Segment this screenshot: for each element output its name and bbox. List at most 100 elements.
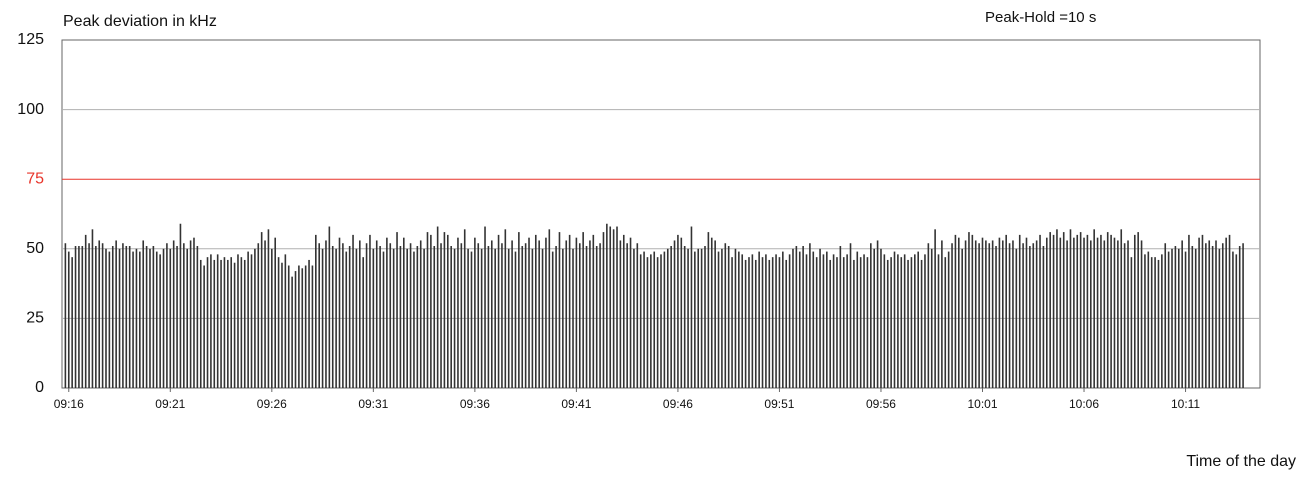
bar	[897, 254, 899, 388]
bar	[951, 243, 953, 388]
bar	[1235, 254, 1238, 388]
bar	[460, 243, 463, 388]
bar	[220, 259, 222, 388]
bar	[372, 248, 375, 388]
bar	[599, 243, 601, 388]
bar	[1194, 248, 1197, 388]
bar	[1005, 234, 1007, 388]
y-tick-label: 100	[17, 101, 44, 118]
bar	[206, 257, 209, 388]
bar	[1069, 229, 1072, 388]
bar	[1157, 259, 1160, 388]
bar	[690, 226, 693, 388]
bar	[389, 243, 392, 388]
bar	[934, 229, 936, 388]
bar	[653, 251, 656, 388]
bar	[91, 229, 94, 388]
y-tick-label: 50	[26, 240, 44, 257]
bar	[991, 240, 994, 388]
bar	[724, 243, 727, 388]
bar	[660, 254, 662, 388]
bar	[345, 251, 348, 388]
bar	[761, 257, 764, 388]
bar	[1015, 248, 1018, 388]
bar	[287, 265, 290, 388]
bar	[815, 257, 818, 388]
bar	[440, 243, 442, 388]
bar	[1042, 246, 1045, 388]
bar	[751, 254, 754, 388]
bar	[128, 246, 131, 388]
x-tick-label: 09:36	[460, 397, 490, 411]
bar	[1238, 246, 1241, 388]
bar	[362, 257, 364, 388]
bar	[548, 229, 551, 388]
bar	[423, 248, 425, 388]
bar	[453, 248, 456, 388]
x-tick-label: 10:01	[967, 397, 997, 411]
bar	[710, 237, 713, 388]
bar	[988, 243, 991, 388]
bar	[558, 232, 561, 388]
bar	[277, 257, 280, 388]
bar	[565, 240, 568, 388]
bar	[233, 262, 236, 388]
bar	[1117, 240, 1119, 388]
bar	[308, 259, 310, 388]
bar	[731, 257, 733, 388]
bar	[1205, 243, 1207, 388]
bar	[1110, 234, 1112, 388]
bar	[419, 240, 422, 388]
bar	[809, 243, 811, 388]
bar	[1096, 237, 1099, 388]
bar	[142, 240, 145, 388]
bar	[159, 254, 161, 388]
bar	[1120, 229, 1123, 388]
bar	[680, 237, 683, 388]
bar	[666, 248, 669, 388]
x-tick-label: 09:21	[155, 397, 185, 411]
bar	[375, 240, 378, 388]
bar	[183, 243, 185, 388]
bar	[352, 234, 354, 388]
bar	[714, 240, 716, 388]
bar	[416, 246, 419, 388]
bar	[595, 246, 598, 388]
bar	[1035, 240, 1038, 388]
bar	[511, 240, 513, 388]
bar	[582, 232, 584, 388]
bar	[524, 243, 527, 388]
bar	[1045, 237, 1048, 388]
bar	[775, 254, 777, 388]
bar	[551, 251, 554, 388]
bar	[1154, 257, 1156, 388]
bar	[396, 232, 398, 388]
bar	[1052, 234, 1055, 388]
bar	[1133, 234, 1136, 388]
bar	[636, 243, 639, 388]
bar	[541, 248, 544, 388]
bar	[1208, 240, 1211, 388]
bar	[562, 248, 564, 388]
bar	[176, 246, 178, 388]
bar	[836, 257, 838, 388]
bar	[355, 248, 358, 388]
bar	[1144, 254, 1146, 388]
bar	[802, 246, 804, 388]
bar	[1032, 243, 1035, 388]
bar	[193, 237, 195, 388]
bar	[1086, 234, 1089, 388]
bar	[961, 248, 963, 388]
bar	[78, 246, 80, 388]
bar	[271, 248, 273, 388]
bar	[727, 246, 730, 388]
bar	[274, 237, 277, 388]
bar	[585, 246, 588, 388]
bar	[1171, 248, 1173, 388]
bar	[886, 259, 889, 388]
bar	[849, 243, 852, 388]
bar	[738, 251, 740, 388]
bar	[1093, 229, 1095, 388]
bar	[335, 248, 337, 388]
